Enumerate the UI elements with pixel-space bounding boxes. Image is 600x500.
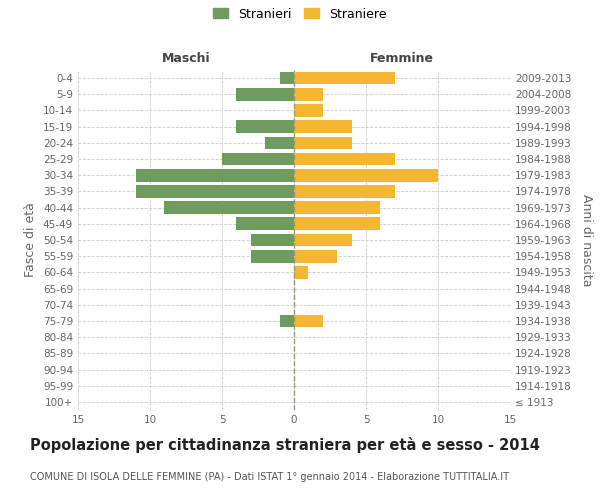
Bar [280, 314, 294, 328]
Bar [294, 314, 323, 328]
Bar [236, 120, 294, 133]
Bar [294, 88, 323, 101]
Text: COMUNE DI ISOLA DELLE FEMMINE (PA) - Dati ISTAT 1° gennaio 2014 - Elaborazione T: COMUNE DI ISOLA DELLE FEMMINE (PA) - Dat… [30, 472, 509, 482]
Bar [251, 250, 294, 262]
Bar [294, 250, 337, 262]
Text: Popolazione per cittadinanza straniera per età e sesso - 2014: Popolazione per cittadinanza straniera p… [30, 437, 540, 453]
Bar [294, 266, 308, 278]
Bar [294, 234, 352, 246]
Y-axis label: Fasce di età: Fasce di età [25, 202, 37, 278]
Text: Maschi: Maschi [161, 52, 211, 65]
Bar [251, 234, 294, 246]
Bar [294, 152, 395, 166]
Bar [136, 169, 294, 181]
Bar [222, 152, 294, 166]
Bar [294, 104, 323, 117]
Bar [236, 218, 294, 230]
Bar [294, 136, 352, 149]
Bar [294, 202, 380, 214]
Bar [265, 136, 294, 149]
Bar [164, 202, 294, 214]
Bar [294, 72, 395, 85]
Legend: Stranieri, Straniere: Stranieri, Straniere [208, 2, 392, 26]
Bar [136, 185, 294, 198]
Bar [280, 72, 294, 85]
Bar [294, 120, 352, 133]
Y-axis label: Anni di nascita: Anni di nascita [580, 194, 593, 286]
Text: Femmine: Femmine [370, 52, 434, 65]
Bar [294, 169, 438, 181]
Bar [236, 88, 294, 101]
Bar [294, 218, 380, 230]
Bar [294, 185, 395, 198]
